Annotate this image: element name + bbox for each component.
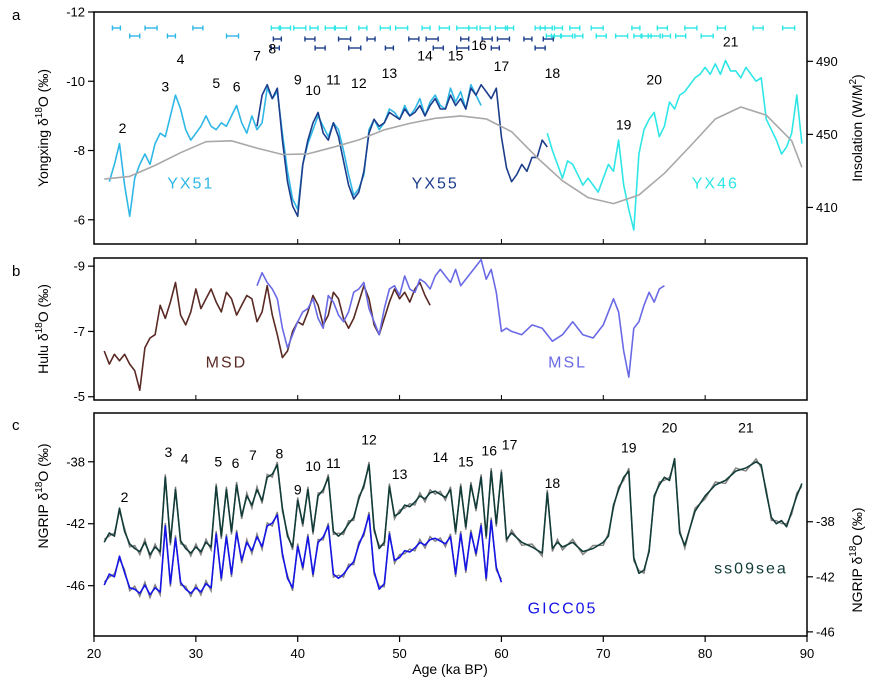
panel-a-letter: a [12,7,21,24]
event-label: 18 [545,475,561,491]
y2-tick-label: 410 [816,200,838,215]
event-label: 15 [458,453,474,469]
panel-a-frame [93,11,808,245]
y-tick-label: -6 [73,212,85,227]
x-tick-label: 30 [189,646,203,661]
x-tick-label: 50 [392,646,406,661]
panel-b-frame [93,257,808,401]
event-label: 17 [494,58,510,74]
panel-c-frame [93,412,808,637]
y-tick-label: -12 [66,5,85,20]
event-label: 12 [351,75,367,91]
panel-c-ylabel: NGRIP δ18O (‰) [34,443,51,548]
series-label-yx55: YX55 [412,176,459,193]
event-label: 11 [326,455,341,471]
series-line-insolation [104,106,803,205]
panel-b-letter: b [12,263,20,280]
event-label: 20 [646,72,662,88]
event-label: 21 [738,419,754,435]
series-line-gicc05 [103,514,503,596]
y2-tick-label: 490 [816,54,838,69]
y-tick-label: -42 [66,516,85,531]
panel-a-ylabel: Yongxing δ18O (‰) [34,69,51,187]
axis-ticks: 20 30 40 50 60 70 80 90-6-8-10-12410450490-5-7-… [66,5,838,662]
x-tick-label: 90 [800,646,814,661]
event-label: 18 [545,65,561,81]
event-label: 10 [305,82,321,98]
date-bars [111,25,796,51]
x-tick-label: 70 [596,646,610,661]
event-label: 4 [177,51,185,67]
x-tick-label: 80 [698,646,712,661]
event-label: 14 [417,47,433,63]
y-tick-label: -46 [66,578,85,593]
event-label: 6 [232,455,240,471]
series-line-ss09sea [103,457,803,575]
event-label: 20 [662,419,678,435]
event-label: 7 [253,47,261,63]
y2-tick-label: -46 [816,624,835,639]
y-tick-label: -5 [73,389,85,404]
event-label: 14 [433,449,449,465]
series-line-yx46 [546,59,803,231]
event-label: 11 [326,72,341,88]
event-label: 5 [214,453,222,469]
x-tick-label: 40 [290,646,304,661]
event-label: 2 [121,489,129,505]
event-label: 16 [471,37,487,53]
y-tick-label: -38 [66,454,85,469]
event-label: 10 [305,458,321,474]
event-label: 21 [723,34,739,50]
y-tick-label: -8 [73,143,85,158]
y2-tick-label: -42 [816,569,835,584]
event-label: 7 [249,447,257,463]
event-label: 9 [294,481,302,497]
event-label: 9 [294,72,302,88]
event-label: 16 [481,443,497,459]
series-label-gicc05: GICC05 [528,601,598,618]
y2-tick-label: -38 [816,514,835,529]
event-label: 13 [382,65,398,81]
series-line-msd [103,281,431,391]
series-line-yx55 [256,83,548,218]
series-line-msl [256,258,665,378]
x-axis-label: Age (ka BP) [412,661,487,677]
event-label: 8 [268,41,276,57]
x-tick-label: 20 [87,646,101,661]
event-label: 15 [448,47,464,63]
series-label-msl: MSL [548,354,587,371]
event-label: 6 [233,79,241,95]
y2-tick-label: 450 [816,127,838,142]
event-label: 3 [161,79,169,95]
series-label-yx46: YX46 [692,176,739,193]
series-line-yx51 [108,83,482,218]
event-label: 19 [616,117,632,133]
event-label: 13 [392,466,408,482]
panel-c-y2label: NGRIP δ18O (‰) [848,507,865,612]
event-label: 12 [361,432,377,448]
event-label: 17 [502,436,518,452]
y-tick-label: -7 [73,324,85,339]
event-label: 2 [119,120,127,136]
event-label: 4 [181,450,189,466]
y-tick-label: -9 [73,259,85,274]
panel-c-letter: c [12,417,20,434]
panel-a-y2label: Insolation (W/M2) [848,74,865,181]
series-label-ss09sea: ss09sea [714,560,788,577]
event-label: 8 [275,446,283,462]
y-tick-label: -10 [66,74,85,89]
event-label: 19 [621,439,637,455]
event-label: 5 [212,75,220,91]
event-label: 3 [164,444,172,460]
series-label-yx51: YX51 [167,176,214,193]
x-tick-label: 60 [494,646,508,661]
series-line-raw-gicc05 [103,511,503,600]
panel-b-ylabel: Hulu δ18O (‰) [34,284,51,374]
series-label-msd: MSD [206,354,248,371]
series-lines [103,59,803,600]
